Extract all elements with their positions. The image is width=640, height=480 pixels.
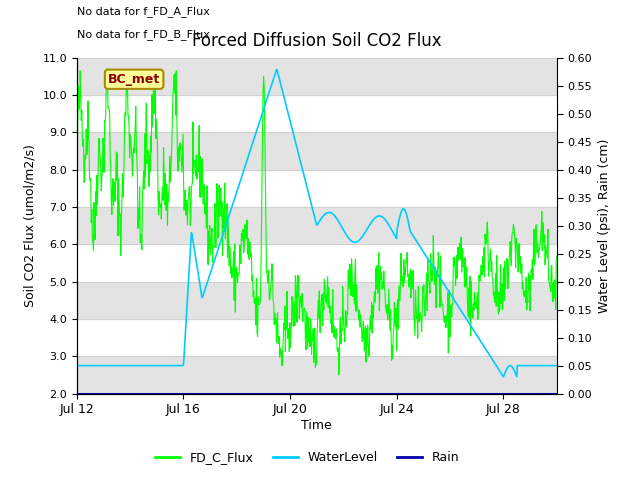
Title: Forced Diffusion Soil CO2 Flux: Forced Diffusion Soil CO2 Flux	[192, 33, 442, 50]
Bar	[77, 132, 557, 169]
Text: BC_met: BC_met	[108, 73, 160, 86]
Y-axis label: Water Level (psi), Rain (cm): Water Level (psi), Rain (cm)	[598, 138, 611, 313]
Bar	[77, 207, 557, 244]
Text: No data for f_FD_B_Flux: No data for f_FD_B_Flux	[77, 29, 210, 40]
Bar	[77, 356, 557, 394]
Bar	[77, 282, 557, 319]
Legend: FD_C_Flux, WaterLevel, Rain: FD_C_Flux, WaterLevel, Rain	[150, 446, 465, 469]
X-axis label: Time: Time	[301, 419, 332, 432]
Bar	[77, 58, 557, 95]
Text: No data for f_FD_A_Flux: No data for f_FD_A_Flux	[77, 6, 210, 17]
Y-axis label: Soil CO2 Flux (umol/m2/s): Soil CO2 Flux (umol/m2/s)	[24, 144, 37, 307]
